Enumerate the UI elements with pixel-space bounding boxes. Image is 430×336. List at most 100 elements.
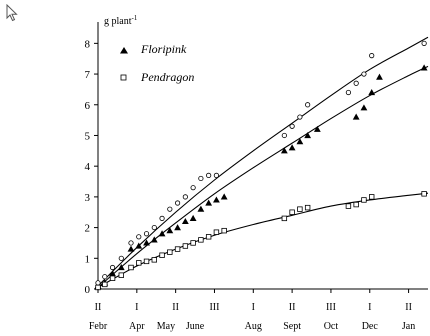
data-point-square [213,229,220,235]
y-tick-label: 4 [85,161,91,173]
y-tick-label: 6 [85,100,91,112]
x-dekad-label: II [95,302,102,313]
data-point-triangle [197,205,205,212]
data-point-square [151,257,157,263]
data-point-circle [369,53,375,59]
data-point-circle [206,172,212,178]
axes [97,22,428,290]
x-month-label: Oct [324,321,339,332]
data-point-triangle [368,88,376,96]
x-dekad-label: II [172,302,179,313]
x-dekad-label: III [209,302,219,313]
legend-item-floripink: Floripink [120,42,187,56]
data-point-circle [182,194,188,200]
data-point-triangle [117,264,125,271]
data-point-circle [345,89,352,96]
data-point-circle [128,240,134,246]
data-point-triangle [420,64,428,71]
data-point-square [353,201,359,208]
data-point-triangle [313,125,321,132]
data-point-square [361,197,367,203]
data-point-triangle [352,113,360,120]
x-month-label: Febr [89,321,108,332]
data-point-triangle [166,227,174,234]
x-month-label: Jan [402,321,415,332]
y-axis-ticks: 0 1 2 3 4 5 6 7 8 [85,38,98,296]
fit-curve-line [97,65,429,288]
y-tick-label: 7 [85,69,91,81]
data-point-square [109,275,116,281]
data-point-circle [190,185,196,191]
data-point-square [198,237,204,243]
data-point-circle [198,175,204,182]
data-point-square [102,281,108,288]
legend-marker-triangle [120,47,128,54]
data-point-triangle [127,245,135,252]
data-point-square [289,209,295,215]
data-point-square [182,243,189,249]
data-point-circle [118,255,124,261]
x-month-label: Sept [283,321,301,332]
data-point-circle [421,40,427,46]
data-point-triangle [135,242,143,249]
data-point-circle [136,234,142,240]
data-point-triangle [158,230,166,237]
data-point-square [304,204,311,211]
legend-item-pendragon: Pendragon [120,70,194,84]
y-tick-label: 0 [85,284,91,296]
data-point-triangle [189,214,197,221]
y-tick-label: 2 [85,223,91,235]
data-point-triangle [304,131,312,139]
data-point-triangle [174,224,181,231]
data-point-circle [167,206,173,212]
data-point-circle [281,132,287,139]
data-point-circle [297,114,303,120]
data-point-square [345,203,352,209]
data-point-triangle [150,236,158,243]
data-point-triangle [143,239,150,246]
x-dekad-label: III [326,302,336,313]
x-month-label: Apr [129,321,145,332]
x-month-label: June [186,321,205,332]
data-point-triangle [376,73,383,80]
data-point-triangle [296,138,304,145]
data-point-square [143,258,150,265]
legend-label-floripink: Floripink [140,42,187,56]
data-point-circle [353,80,359,86]
data-point-square [421,191,427,197]
x-dekad-label: II [289,302,296,313]
x-month-label: May [157,321,175,332]
data-point-circle [361,71,367,77]
data-point-square [136,260,142,266]
x-month-label: Dec [362,321,379,332]
y-axis-unit-label: g plant-1 [104,14,138,27]
y-tick-label: 3 [85,192,91,204]
data-point-triangle [181,217,189,225]
data-point-circle [174,200,181,206]
data-point-circle [95,280,101,286]
fit-curves [97,36,429,288]
x-dekad-label: II [405,302,412,313]
legend-label-pendragon: Pendragon [140,70,194,84]
legend: Floripink Pendragon [120,42,194,84]
data-point-circle [213,172,220,178]
data-point-square [128,264,134,271]
data-point-square [118,272,124,278]
fit-curve-line [97,192,429,288]
legend-marker-square [120,74,127,81]
data-point-circle [289,123,295,129]
x-dekad-label: I [252,302,255,313]
fit-curve-line [97,36,429,287]
y-tick-label: 5 [85,130,91,142]
data-point-triangle [360,104,368,111]
data-point-triangle [213,196,220,203]
data-point-triangle [109,270,116,277]
data-point-square [297,206,303,212]
data-point-circle [151,224,157,231]
x-month-label: Aug [245,321,262,332]
data-point-square [369,194,375,200]
x-dekad-label: I [135,302,138,313]
data-point-circle [159,215,165,221]
